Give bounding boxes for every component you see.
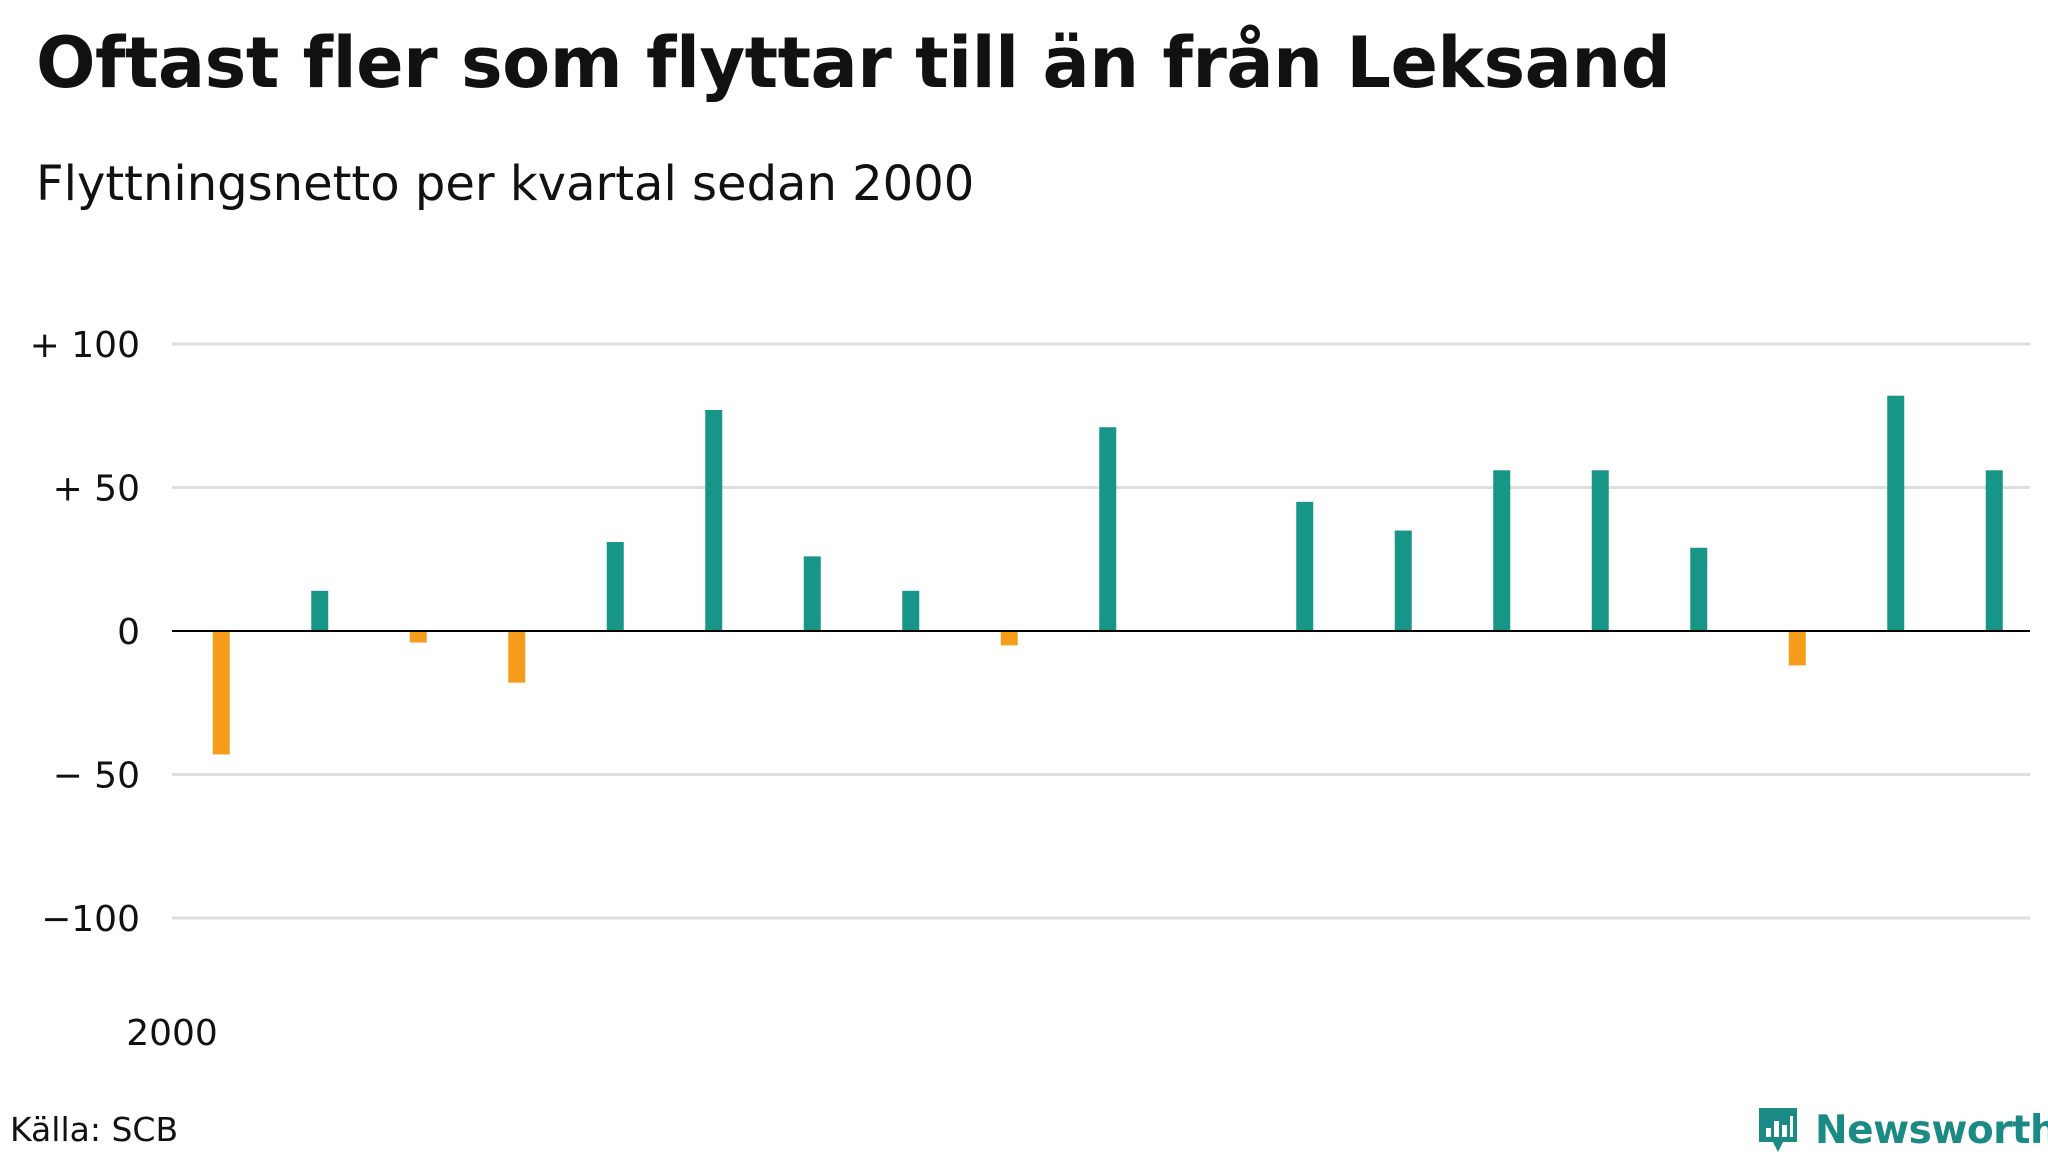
- bar: [1887, 395, 1905, 631]
- bar: [1493, 470, 1511, 631]
- bar: [606, 542, 624, 631]
- bar: [902, 590, 920, 631]
- y-tick-label: − 50: [53, 756, 140, 797]
- x-axis-ticks: 20002005201020152020: [126, 1013, 218, 1054]
- bar: [1296, 501, 1314, 631]
- brand-logo: Newsworthy: [1755, 1100, 2048, 1160]
- bar: [803, 556, 821, 631]
- bar: [1000, 631, 1018, 646]
- bar: [1690, 547, 1708, 631]
- chart-subtitle: Flyttningsnetto per kvartal sedan 2000: [36, 156, 975, 212]
- x-tick-label: 2000: [126, 1013, 218, 1054]
- bar: [1099, 427, 1117, 631]
- y-tick-label: 0: [117, 612, 140, 653]
- y-tick-label: −100: [41, 899, 140, 940]
- bar: [705, 410, 723, 631]
- bar: [409, 631, 427, 643]
- bar: [1591, 470, 1609, 631]
- y-axis-ticks: + 100 + 50 0 − 50 −100: [30, 325, 140, 940]
- grid-lines: [172, 342, 2030, 920]
- source-note: Källa: SCB: [10, 1110, 179, 1149]
- bar: [1788, 631, 1806, 666]
- newsworthy-logo-icon: [1759, 1108, 1797, 1152]
- chart-title: Oftast fler som flyttar till än från Lek…: [36, 22, 1671, 104]
- brand-name: Newsworthy: [1815, 1107, 2048, 1153]
- bar: [311, 590, 329, 631]
- y-tick-label: + 50: [53, 469, 140, 510]
- bars: [212, 395, 2003, 755]
- bar: [1394, 530, 1412, 631]
- bar: [1985, 470, 2003, 631]
- bar: [508, 631, 526, 683]
- bar: [212, 631, 230, 755]
- bar-chart: + 100 + 50 0 − 50 −100 20002005201020152020: [30, 325, 2030, 1054]
- y-tick-label: + 100: [30, 325, 140, 366]
